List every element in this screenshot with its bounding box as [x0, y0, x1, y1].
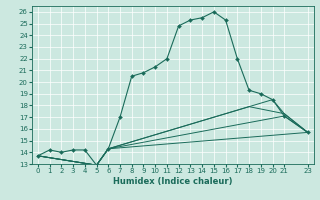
X-axis label: Humidex (Indice chaleur): Humidex (Indice chaleur): [113, 177, 233, 186]
